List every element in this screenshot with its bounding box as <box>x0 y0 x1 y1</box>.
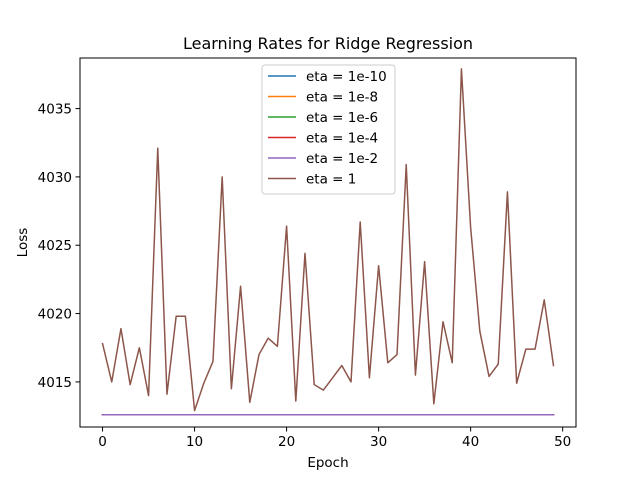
axes-frame <box>79 57 577 428</box>
legend-label: eta = 1e-2 <box>306 151 378 167</box>
series-layer <box>101 68 555 416</box>
legend-label: eta = 1 <box>306 172 356 188</box>
legend-items: eta = 1e-10 eta = 1e-8 eta = 1e-6 eta = 1e-… <box>268 69 387 188</box>
x-tick-label: 30 <box>370 434 387 450</box>
x-tick-label: 50 <box>554 434 571 450</box>
x-axis-label: Epoch <box>307 455 348 471</box>
x-tick-label: 20 <box>278 434 295 450</box>
y-axis-ticks: 4015 4020 4025 4030 4035 <box>38 102 80 391</box>
y-tick-label: 4035 <box>38 102 72 118</box>
legend-label: eta = 1e-10 <box>306 69 387 85</box>
y-tick-label: 4020 <box>38 307 72 323</box>
y-tick-label: 4015 <box>38 375 72 391</box>
legend: eta = 1e-10 eta = 1e-8 eta = 1e-6 eta = 1e-… <box>261 64 396 195</box>
x-tick-label: 40 <box>462 434 479 450</box>
y-axis-label: Loss <box>15 228 31 258</box>
series-line-5 <box>101 68 555 412</box>
chart-title: Learning Rates for Ridge Regression <box>183 34 473 53</box>
x-axis-ticks: 0 10 20 30 40 50 <box>98 427 571 450</box>
x-tick-label: 10 <box>186 434 203 450</box>
legend-label: eta = 1e-8 <box>306 90 378 106</box>
legend-label: eta = 1e-4 <box>306 131 378 147</box>
x-tick-label: 0 <box>98 434 107 450</box>
legend-label: eta = 1e-6 <box>306 110 378 126</box>
y-tick-label: 4030 <box>38 170 72 186</box>
y-tick-label: 4025 <box>38 238 72 254</box>
